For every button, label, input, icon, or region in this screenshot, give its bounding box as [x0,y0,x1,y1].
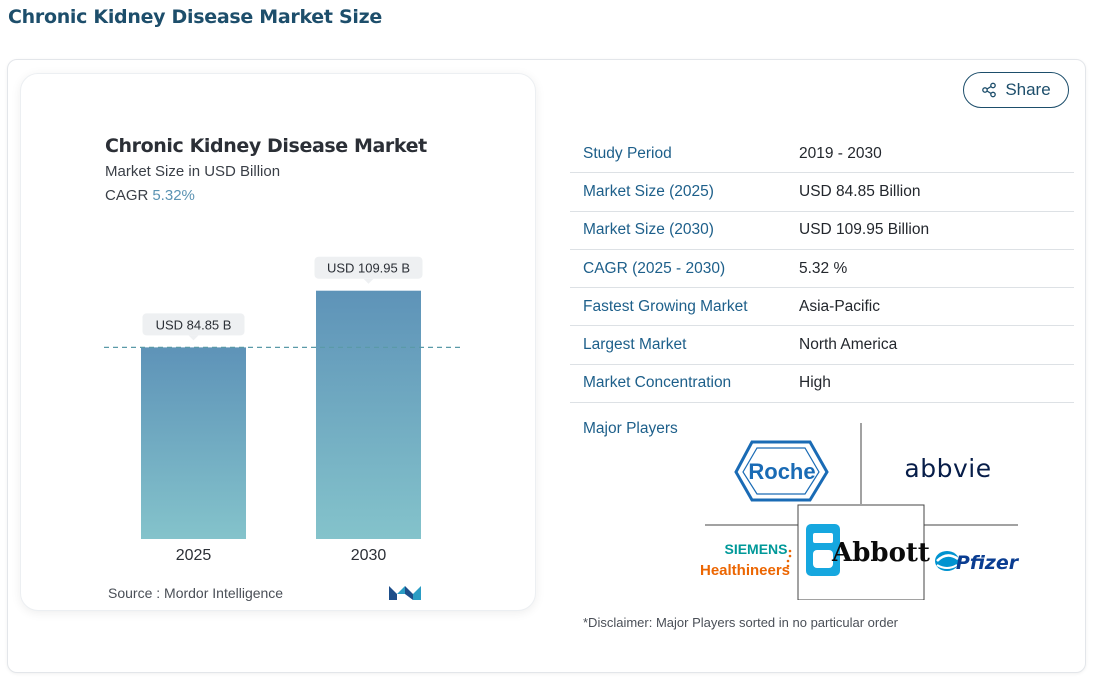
logo-text-siemens: SIEMENS [724,541,787,557]
data-label-pointer [188,335,199,341]
disclaimer: *Disclaimer: Major Players sorted in no … [583,615,899,630]
data-label-pointer [363,278,374,284]
x-tick-label: 2025 [176,547,212,564]
siemens-healthineers-logo-icon: SIEMENS Healthineers [700,541,792,579]
stats-label: Largest Market [583,336,687,354]
roche-logo-icon: Roche [734,440,829,502]
stats-row: Market Size (2030) USD 109.95 Billion [570,212,1074,250]
abbott-logo-icon: Abbott [806,524,930,576]
logo-text-healthineers: Healthineers [700,562,790,579]
data-label: USD 109.95 B [314,256,423,284]
data-label-box [314,256,423,279]
data-label-text: USD 109.95 B [327,261,410,276]
abbvie-logo-icon: abbvie [904,454,991,483]
stats-row: Fastest Growing Market Asia-Pacific [570,288,1074,327]
stats-value: USD 109.95 Billion [799,221,930,239]
stats-value: North America [799,336,898,354]
share-button[interactable]: Share [963,72,1069,108]
market-stats-table: Study Period 2019 - 2030 Market Size (20… [570,135,1074,404]
stats-label: Market Size (2025) [583,182,714,200]
major-players-label: Major Players [583,420,678,437]
stats-value: 2019 - 2030 [799,144,882,162]
stats-row: Market Concentration High [570,365,1074,404]
chart-cagr: CAGR 5.32% [105,187,195,204]
stats-row: Study Period 2019 - 2030 [570,135,1074,174]
pfizer-logo-icon: Pfizer [935,551,1020,574]
stats-value: Asia-Pacific [799,297,880,315]
stats-label: Study Period [583,144,672,162]
stats-value: USD 84.85 Billion [799,182,921,200]
stats-label: Market Size (2030) [583,221,714,239]
stats-label: Market Concentration [583,374,732,392]
major-players-logos: Roche abbvie Abbott SIEMENS Healthineers… [700,423,1020,600]
bar-chart: 2025 USD 84.85 B 2030 USD 109.95 B [104,256,462,564]
logo-text-abbott: Abbott [831,538,930,568]
chart-card [20,73,536,611]
cagr-value: 5.32% [152,187,195,204]
stats-label: CAGR (2025 - 2030) [583,259,726,277]
chart-subtitle: Market Size in USD Billion [105,163,281,180]
mordor-intelligence-logo-icon [389,586,421,600]
x-tick-label: 2030 [351,547,387,564]
logo-text-pfizer: Pfizer [956,552,1020,574]
stats-row: CAGR (2025 - 2030) 5.32 % [570,250,1074,289]
stats-row: Market Size (2025) USD 84.85 Billion [570,173,1074,212]
stats-value: High [799,374,831,392]
stats-row: Largest Market North America [570,326,1074,365]
stats-label: Fastest Growing Market [583,297,748,315]
share-label: Share [1005,80,1051,99]
stats-value: 5.32 % [799,259,848,277]
bar-2025 [141,347,246,539]
logo-text-roche: Roche [748,459,815,484]
data-label: USD 84.85 B [142,313,245,341]
share-icon [982,82,997,98]
chart-source: Source : Mordor Intelligence [108,585,284,601]
bar-2030 [316,290,421,539]
page-title: Chronic Kidney Disease Market Size [8,6,382,28]
data-label-text: USD 84.85 B [156,317,232,332]
chart-title: Chronic Kidney Disease Market [105,135,427,157]
cagr-label: CAGR [105,187,149,204]
data-label-box [142,313,245,336]
